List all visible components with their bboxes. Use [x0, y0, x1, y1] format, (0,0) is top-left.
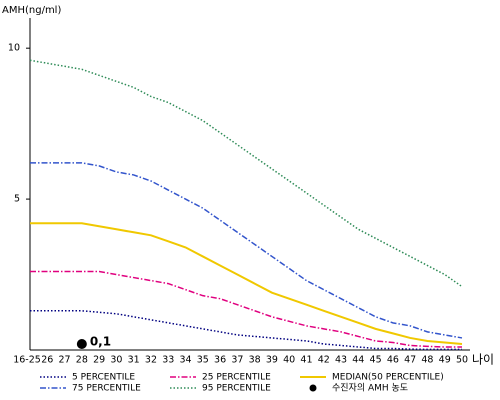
x-tick-label: 43	[335, 355, 347, 366]
legend-label: 수진자의 AMH 농도	[332, 383, 408, 394]
legend-label: 75 PERCENTILE	[72, 384, 141, 394]
series-line	[30, 222, 463, 345]
x-tick-label: 40	[283, 355, 295, 366]
y-tick-label: 10	[8, 43, 20, 54]
legend-label: 25 PERCENTILE	[202, 373, 271, 383]
x-tick-label: 46	[387, 355, 399, 366]
x-tick-label: 34	[179, 355, 191, 366]
legend-swatch	[309, 384, 317, 392]
x-tick-label: 35	[197, 355, 209, 366]
patient-label: 0,1	[90, 334, 111, 348]
x-tick-label: 41	[300, 355, 312, 366]
x-tick-label: 31	[128, 355, 140, 366]
y-tick-label: 5	[14, 194, 20, 205]
x-tick-label: 47	[404, 355, 416, 366]
x-tick-label: 39	[266, 355, 278, 366]
legend-label: MEDIAN(50 PERCENTILE)	[332, 373, 444, 383]
x-tick-label: 49	[439, 355, 451, 366]
x-axis-label: 나이	[472, 353, 494, 367]
series-line	[30, 310, 462, 351]
series-line	[30, 162, 463, 339]
x-tick-label: 44	[352, 355, 364, 366]
x-tick-label: 30	[110, 355, 122, 366]
series-line	[30, 270, 462, 348]
x-tick-label: 50	[456, 355, 468, 366]
x-tick-label: 38	[249, 355, 261, 366]
patient-point	[76, 338, 87, 349]
legend-label: 95 PERCENTILE	[202, 384, 271, 394]
x-tick-label: 45	[370, 355, 382, 366]
x-tick-label: 36	[214, 355, 226, 366]
legend-label: 5 PERCENTILE	[72, 373, 135, 383]
y-axis-label: AMH(ng/ml)	[2, 5, 61, 16]
x-tick-label: 37	[231, 355, 243, 366]
x-tick-label: 48	[421, 355, 433, 366]
x-tick-label: 16-25	[13, 355, 41, 366]
x-tick-label: 26	[41, 355, 53, 366]
x-tick-label: 27	[59, 355, 71, 366]
x-tick-label: 32	[145, 355, 157, 366]
x-tick-label: 28	[76, 355, 88, 366]
x-tick-label: 33	[162, 355, 174, 366]
x-tick-label: 29	[93, 355, 105, 366]
series-line	[29, 59, 463, 288]
x-tick-label: 42	[318, 355, 330, 366]
